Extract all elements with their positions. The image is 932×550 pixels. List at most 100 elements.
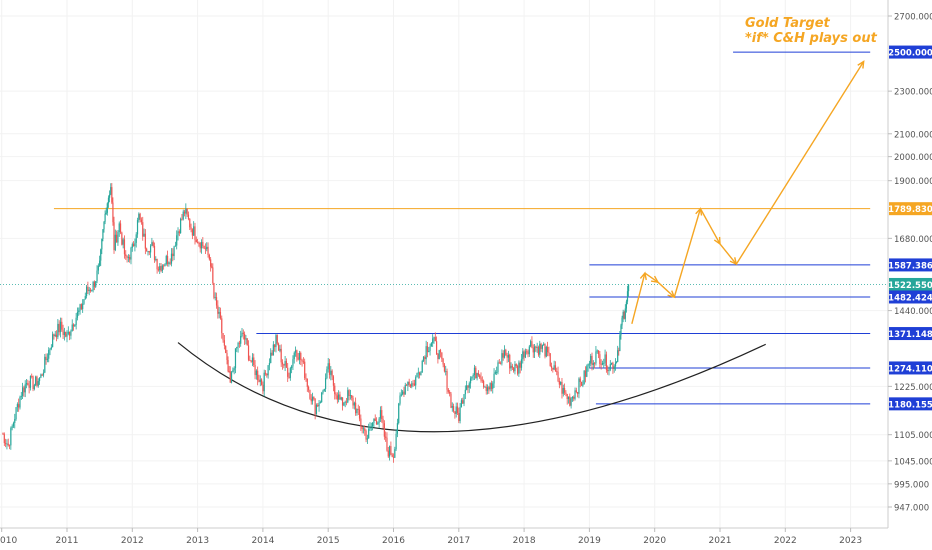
candle-body xyxy=(446,371,448,390)
price-label-box xyxy=(889,327,932,341)
candle-body xyxy=(117,232,119,243)
candle-body xyxy=(481,380,483,382)
candle-body xyxy=(80,304,82,310)
candle-body xyxy=(155,258,157,260)
candle-body xyxy=(123,239,126,255)
candle-body xyxy=(197,242,199,244)
price-label-text: 1180.155 xyxy=(888,400,932,410)
candle-body xyxy=(411,383,413,387)
candle-body xyxy=(262,384,264,392)
candle-body xyxy=(65,331,67,337)
candle-body xyxy=(191,229,193,236)
candle-body xyxy=(472,375,474,377)
candle-body xyxy=(249,359,251,361)
candle-body xyxy=(450,393,452,408)
candle-body xyxy=(177,231,179,236)
candle-body xyxy=(360,418,362,427)
candle-body xyxy=(531,341,533,348)
candle-body xyxy=(99,260,101,266)
candle-body xyxy=(402,391,404,395)
candle-body xyxy=(250,360,252,362)
candle-body xyxy=(202,241,204,246)
candle-body xyxy=(580,381,583,386)
candle-body xyxy=(541,345,543,349)
candle-body xyxy=(242,332,244,334)
candle-body xyxy=(28,385,30,388)
candle-body xyxy=(539,343,541,355)
price-label-level: 1371.148 xyxy=(888,327,932,341)
candle-body xyxy=(413,383,415,386)
candle-body xyxy=(532,347,534,353)
candle-body xyxy=(473,367,476,376)
candle-body xyxy=(528,346,530,355)
candle-body xyxy=(545,346,547,357)
candle-body xyxy=(180,218,182,234)
candle-body xyxy=(597,350,600,355)
candle-body xyxy=(362,428,365,430)
y-tick-label: 1440.000 xyxy=(894,307,932,317)
candle-body xyxy=(339,394,341,400)
candle-body xyxy=(106,203,108,213)
candle-body xyxy=(143,233,145,237)
candle-body xyxy=(289,368,291,378)
candle-body xyxy=(293,352,295,360)
candle-body xyxy=(584,370,587,377)
candle-body xyxy=(514,364,516,372)
candle-body xyxy=(345,401,348,403)
candle-body xyxy=(240,335,242,344)
candle-body xyxy=(215,297,218,306)
candle-body xyxy=(614,362,617,367)
candle-body xyxy=(322,390,324,393)
candle-body xyxy=(110,187,112,195)
candle-body xyxy=(417,372,419,374)
projection-arrow-shaft xyxy=(735,61,865,265)
candle-body xyxy=(438,350,440,360)
candle-body xyxy=(274,344,276,348)
candle-body xyxy=(5,443,7,444)
candle-body xyxy=(20,395,22,397)
candle-body xyxy=(600,364,602,365)
candle-body xyxy=(621,317,623,326)
candle-body xyxy=(368,428,370,439)
target-annotation-title: Gold Target xyxy=(745,16,831,31)
x-tick-label: 2014 xyxy=(251,536,274,546)
candle-body xyxy=(390,446,392,455)
candle-body xyxy=(152,242,154,246)
candle-body xyxy=(467,385,469,388)
candle-body xyxy=(233,368,235,371)
projection-arrow-shaft xyxy=(699,208,721,245)
projection-arrow xyxy=(719,243,738,266)
candle-body xyxy=(548,352,550,354)
candle-body xyxy=(103,221,105,230)
candle-body xyxy=(416,373,418,378)
candle-body xyxy=(516,366,519,374)
candle-body xyxy=(223,340,225,346)
candle-body xyxy=(291,366,293,369)
x-tick-label: 2016 xyxy=(382,536,405,546)
candle-body xyxy=(624,308,626,319)
candle-body xyxy=(330,370,332,375)
candle-body xyxy=(38,377,41,382)
candle-body xyxy=(131,244,133,248)
projection-arrow-head xyxy=(650,275,660,284)
candle-body xyxy=(412,383,414,385)
y-tick-label: 1225.000 xyxy=(894,383,932,393)
candle-body xyxy=(268,362,271,366)
price-label-text: 1587.386 xyxy=(888,261,932,271)
candle-body xyxy=(351,395,353,398)
candle-body xyxy=(229,371,231,383)
candle-body xyxy=(335,394,337,396)
candle-body xyxy=(348,390,350,396)
projection-arrow-shaft xyxy=(631,272,646,324)
candle-body xyxy=(67,331,69,334)
candle-body xyxy=(300,352,302,360)
candle-body xyxy=(138,213,140,221)
candle-body xyxy=(381,410,383,419)
candle-body xyxy=(435,341,438,354)
projection-arrow-shaft xyxy=(657,281,675,298)
candle-body xyxy=(87,286,89,291)
candle-body xyxy=(44,356,46,373)
candle-body xyxy=(32,376,34,390)
price-label-text: 1274.110 xyxy=(888,364,932,374)
candle-body xyxy=(153,245,156,260)
